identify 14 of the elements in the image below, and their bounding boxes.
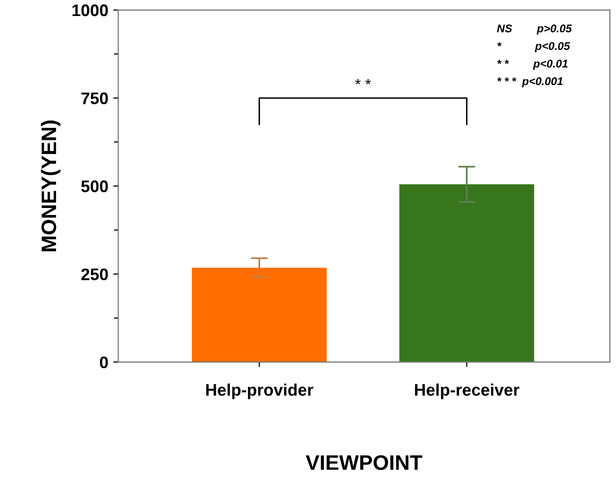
y-tick-label: 750 — [81, 92, 108, 104]
y-axis-title: MONEY(YEN) — [40, 120, 60, 252]
annotation: NS p>0.05 — [496, 24, 572, 35]
y-tick-label: 500 — [81, 180, 108, 192]
annotation: * * p<0.01 — [497, 60, 568, 70]
y-tick-label: 0 — [100, 356, 108, 368]
x-axis-title: VIEWPOINT — [306, 455, 422, 470]
x-tick-label: Help-receiver — [415, 384, 520, 400]
x-tick-label: Help-provider — [206, 384, 314, 400]
y-tick-label: 1000 — [72, 4, 108, 16]
y-tick-label: 250 — [81, 268, 108, 280]
annotation: * p<0.05 — [497, 42, 570, 52]
annotation: * * — [355, 79, 371, 84]
annotation: * * * p<0.001 — [497, 77, 563, 88]
